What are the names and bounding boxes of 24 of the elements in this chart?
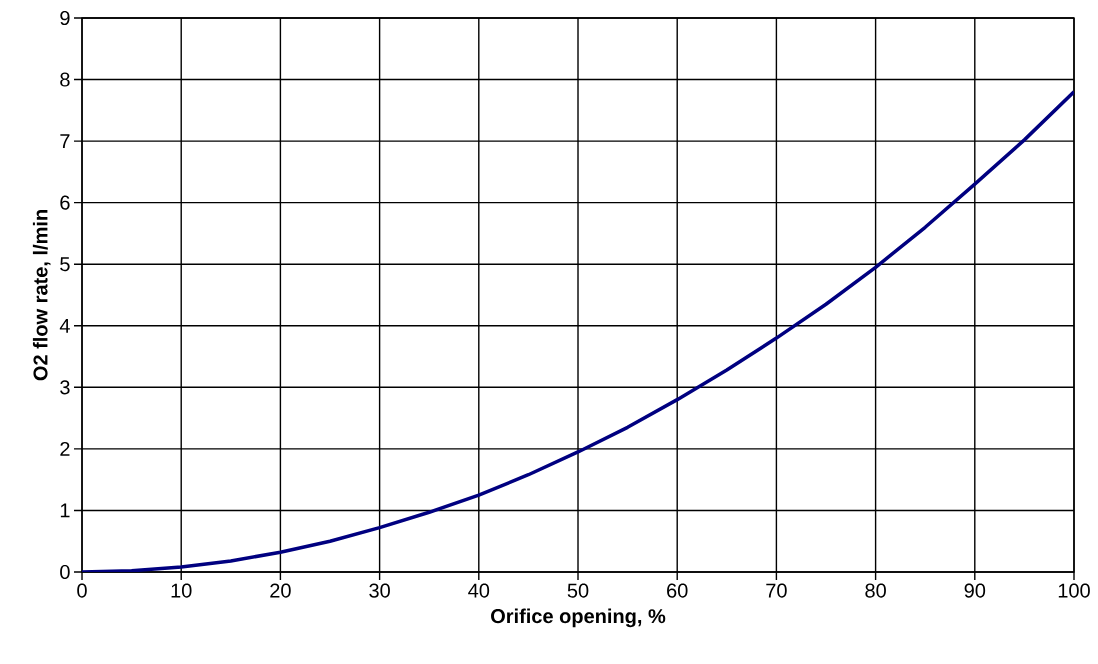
x-tick-label: 70 (766, 583, 787, 598)
y-tick-label: 5 (60, 257, 70, 272)
x-tick-label: 20 (270, 583, 291, 598)
x-tick-label: 40 (468, 583, 490, 598)
x-tick-label: 80 (865, 583, 886, 598)
x-tick-label: 0 (77, 583, 87, 598)
x-tick-label: 100 (1058, 583, 1090, 598)
x-tick-label: 30 (369, 583, 390, 598)
x-tick-label: 10 (171, 583, 192, 598)
y-tick-label: 6 (60, 195, 70, 210)
y-tick-label: 0 (60, 564, 70, 580)
y-tick-label: 9 (60, 10, 70, 26)
x-tick-label: 90 (964, 583, 986, 598)
y-tick-label: 1 (60, 503, 70, 518)
y-tick-label: 2 (60, 441, 70, 456)
x-tick-label: 60 (667, 583, 688, 598)
y-tick-label: 7 (60, 134, 70, 148)
x-axis-title: Orifice opening, % (491, 608, 666, 628)
y-tick-label: 3 (60, 380, 70, 395)
line-series (82, 90, 1074, 572)
y-tick-label: 8 (60, 72, 70, 87)
y-tick-label: 4 (59, 318, 70, 333)
x-tick-label: 50 (567, 583, 589, 598)
y-axis-title: O2 flow rate, l/min (32, 210, 51, 381)
